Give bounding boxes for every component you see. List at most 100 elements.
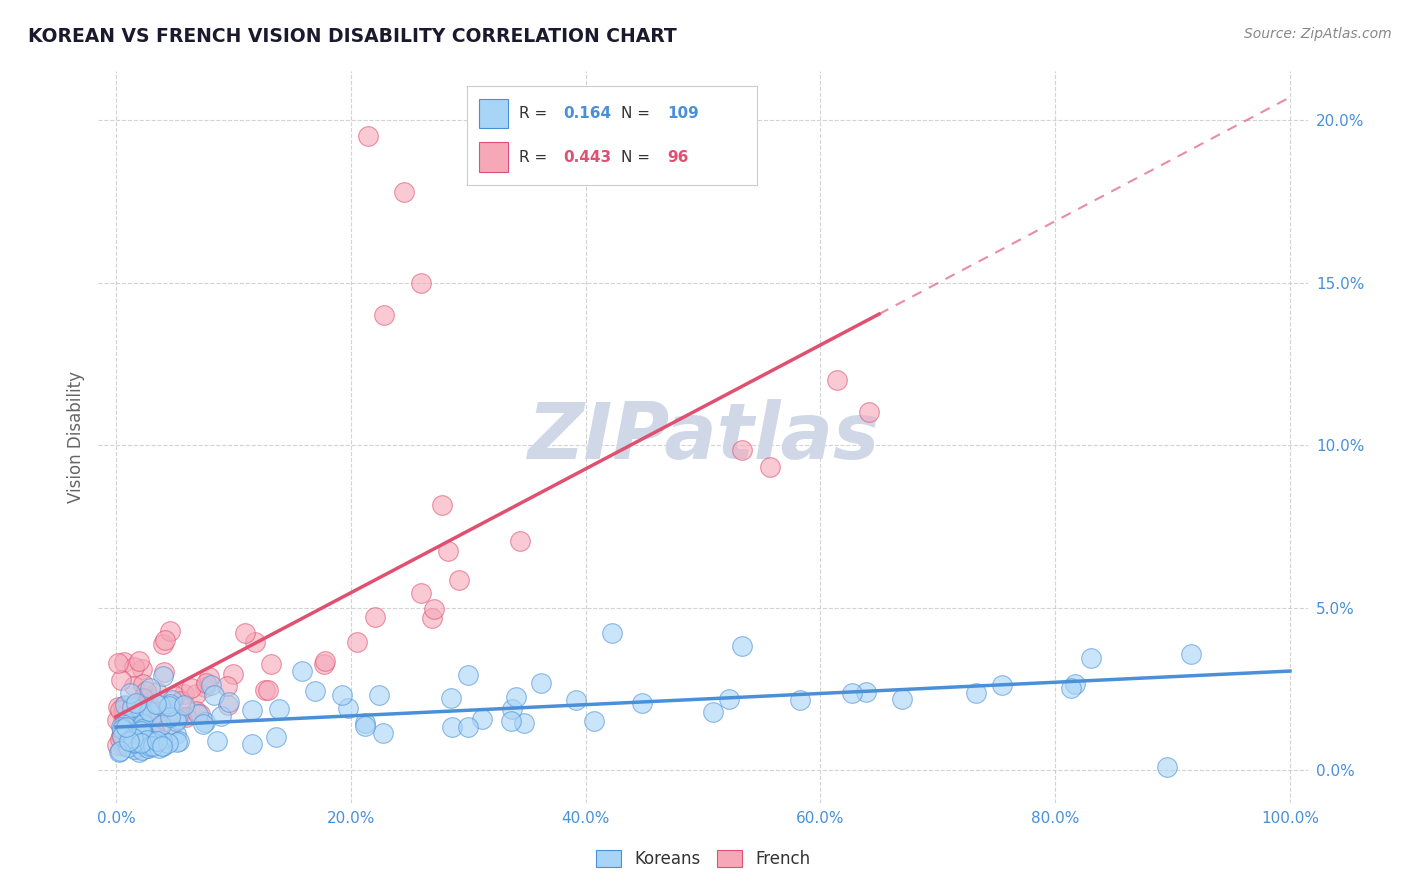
Point: [373, 308, 395, 322]
Point: [117, 739, 139, 754]
Point: [367, 688, 389, 702]
Point: [990, 678, 1012, 692]
Point: [166, 735, 188, 749]
Point: [240, 703, 263, 717]
Point: [267, 702, 290, 716]
Point: [135, 740, 157, 755]
Point: [114, 724, 136, 739]
Point: [132, 717, 155, 731]
Point: [112, 705, 135, 719]
Point: [1063, 677, 1085, 691]
Point: [114, 730, 136, 744]
Legend: Koreans, French: Koreans, French: [589, 843, 817, 875]
Point: [121, 712, 143, 726]
Point: [1156, 760, 1178, 774]
Point: [128, 702, 150, 716]
Point: [583, 714, 606, 728]
Point: [148, 707, 170, 722]
Point: [346, 634, 368, 648]
Point: [145, 697, 167, 711]
Point: [145, 685, 167, 699]
Point: [159, 697, 181, 711]
Point: [198, 670, 221, 684]
Point: [499, 714, 522, 729]
Point: [176, 710, 198, 724]
Point: [217, 679, 239, 693]
Point: [218, 695, 240, 709]
Text: ZIPatlas: ZIPatlas: [527, 399, 879, 475]
Text: KOREAN VS FRENCH VISION DISABILITY CORRELATION CHART: KOREAN VS FRENCH VISION DISABILITY CORRE…: [28, 27, 676, 45]
Point: [127, 731, 149, 746]
Point: [437, 543, 460, 558]
Point: [112, 699, 135, 714]
Point: [564, 693, 586, 707]
Point: [143, 722, 166, 736]
Point: [717, 692, 740, 706]
Point: [135, 684, 157, 698]
Point: [530, 676, 553, 690]
Point: [167, 733, 190, 747]
Point: [115, 720, 138, 734]
Point: [194, 680, 217, 694]
Point: [131, 662, 153, 676]
Point: [509, 534, 531, 549]
Point: [141, 702, 163, 716]
Point: [157, 722, 180, 736]
Point: [409, 585, 432, 599]
Point: [855, 684, 877, 698]
Point: [165, 714, 187, 728]
Point: [152, 665, 174, 679]
Point: [127, 699, 149, 714]
Point: [440, 720, 463, 734]
Point: [142, 739, 165, 754]
Point: [731, 639, 754, 653]
Point: [111, 739, 134, 753]
Point: [122, 735, 145, 749]
Point: [337, 701, 360, 715]
Y-axis label: Vision Disability: Vision Disability: [66, 371, 84, 503]
Point: [371, 726, 394, 740]
Point: [457, 668, 479, 682]
Point: [108, 731, 131, 746]
Point: [170, 694, 193, 708]
Point: [150, 739, 173, 754]
Point: [142, 705, 165, 719]
Point: [1060, 681, 1083, 695]
Point: [131, 713, 153, 727]
Point: [173, 698, 195, 713]
Point: [149, 718, 172, 732]
Point: [143, 726, 166, 740]
Point: [111, 726, 134, 740]
Point: [110, 673, 132, 687]
Point: [266, 730, 288, 744]
Point: [122, 735, 145, 749]
Point: [135, 729, 157, 743]
Point: [759, 460, 782, 475]
Point: [240, 737, 263, 751]
Point: [217, 698, 239, 712]
Point: [702, 705, 724, 719]
Point: [209, 709, 232, 723]
Point: [136, 740, 159, 755]
Point: [105, 738, 128, 752]
Point: [114, 698, 136, 712]
Point: [471, 712, 494, 726]
Point: [111, 722, 134, 736]
Point: [191, 717, 214, 731]
Point: [1080, 650, 1102, 665]
Point: [422, 610, 444, 624]
Point: [138, 707, 160, 722]
Point: [631, 696, 654, 710]
Point: [153, 632, 176, 647]
Point: [125, 723, 148, 738]
Point: [128, 654, 150, 668]
Point: [105, 713, 128, 727]
Point: [186, 705, 208, 719]
Point: [107, 699, 129, 714]
Point: [108, 745, 131, 759]
Point: [457, 720, 479, 734]
Point: [142, 729, 165, 743]
Point: [501, 702, 523, 716]
Point: [148, 741, 170, 756]
Point: [118, 686, 141, 700]
